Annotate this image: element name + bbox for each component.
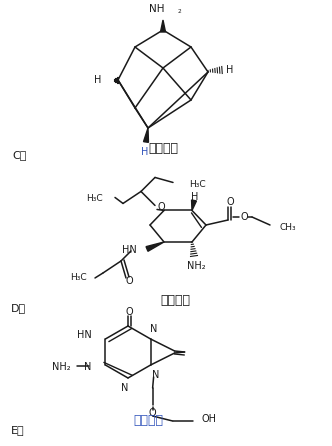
Text: N: N <box>121 383 129 393</box>
Polygon shape <box>160 20 165 32</box>
Text: O: O <box>226 197 234 207</box>
Text: E、: E、 <box>11 425 25 435</box>
Text: $_2$: $_2$ <box>177 8 182 17</box>
Text: O: O <box>240 212 248 222</box>
Text: O: O <box>125 307 133 317</box>
Text: H: H <box>94 75 102 85</box>
Text: NH₂: NH₂ <box>187 261 205 271</box>
Text: H₃C: H₃C <box>189 180 206 189</box>
Text: C、: C、 <box>13 150 27 160</box>
Text: H₃C: H₃C <box>86 194 103 203</box>
Text: N: N <box>150 324 157 334</box>
Text: H: H <box>141 147 149 157</box>
Text: O: O <box>149 408 156 418</box>
Text: OH: OH <box>201 414 216 424</box>
Text: O: O <box>125 276 133 286</box>
Text: N: N <box>84 362 91 372</box>
Text: HN: HN <box>122 245 137 255</box>
Text: 奥司他韦: 奥司他韦 <box>160 293 190 306</box>
Text: O: O <box>157 202 165 212</box>
Text: 阿昌洛韦: 阿昌洛韦 <box>133 413 163 426</box>
Polygon shape <box>146 242 164 251</box>
Text: NH: NH <box>149 4 165 14</box>
Polygon shape <box>192 200 197 211</box>
Text: HN: HN <box>77 330 91 340</box>
Text: NH₂: NH₂ <box>52 362 70 372</box>
Text: H: H <box>226 65 234 75</box>
Text: D、: D、 <box>10 303 26 313</box>
Text: N: N <box>152 370 159 380</box>
Text: CH₃: CH₃ <box>280 223 296 231</box>
Text: 金冈烷胺: 金冈烷胺 <box>148 141 178 154</box>
Text: H: H <box>191 193 199 202</box>
Text: H₃C: H₃C <box>70 273 87 282</box>
Polygon shape <box>143 128 148 142</box>
